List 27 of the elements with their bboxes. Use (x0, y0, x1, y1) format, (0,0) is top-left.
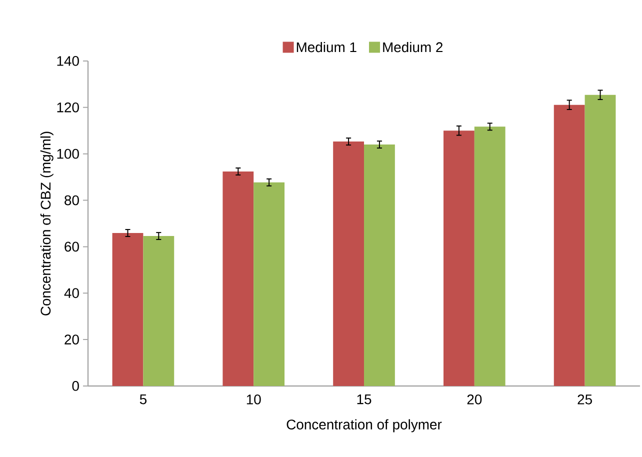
y-tick-label: 0 (72, 381, 79, 391)
bar (584, 94, 616, 386)
bar (443, 130, 474, 386)
x-tick-label: 10 (246, 394, 261, 404)
y-tick-label: 40 (64, 288, 79, 298)
y-axis-title: Concentration of CBZ (mg/ml) (40, 132, 54, 316)
bar (364, 144, 395, 386)
y-tick-label: 80 (64, 195, 79, 206)
bar (254, 182, 285, 386)
x-tick-label: 15 (357, 394, 372, 404)
y-tick-label: 100 (57, 148, 79, 159)
bar (143, 236, 174, 386)
y-tick-label: 20 (64, 334, 79, 344)
y-tick-label: 140 (57, 56, 79, 66)
y-tick-label: 60 (64, 242, 79, 252)
x-tick-label: 5 (140, 394, 146, 404)
bar (554, 104, 585, 386)
x-axis-title: Concentration of polymer (286, 419, 442, 432)
x-tick-label: 25 (578, 394, 592, 404)
legend-label: Medium 2 (383, 42, 443, 52)
legend-label: Medium 1 (296, 42, 356, 52)
y-tick-label: 120 (57, 102, 79, 112)
bar (222, 171, 254, 386)
bar (333, 142, 364, 386)
x-tick-label: 20 (467, 394, 482, 404)
bar (474, 126, 506, 386)
bar (112, 233, 144, 386)
